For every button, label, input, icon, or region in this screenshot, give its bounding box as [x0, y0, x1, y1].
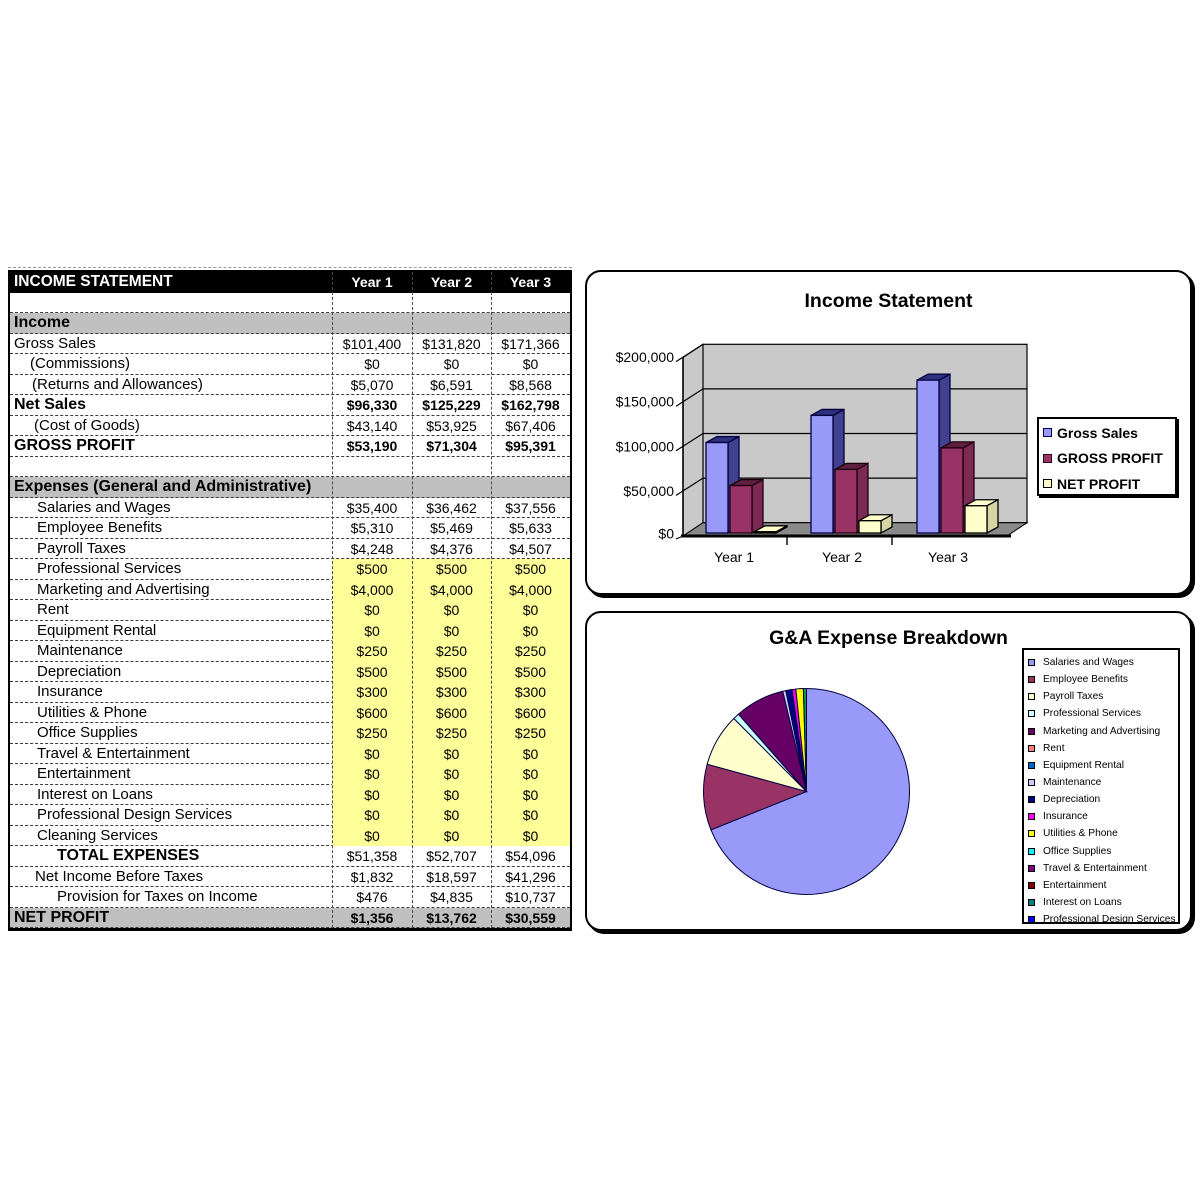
svg-text:Year 2: Year 2 [822, 549, 862, 565]
svg-text:$100,000: $100,000 [616, 438, 675, 454]
svg-text:$50,000: $50,000 [623, 483, 674, 499]
svg-text:$200,000: $200,000 [616, 349, 675, 365]
svg-text:$150,000: $150,000 [616, 394, 675, 410]
svg-text:$0: $0 [658, 526, 674, 542]
svg-text:Year 3: Year 3 [928, 549, 968, 565]
svg-text:Year 1: Year 1 [714, 549, 754, 565]
